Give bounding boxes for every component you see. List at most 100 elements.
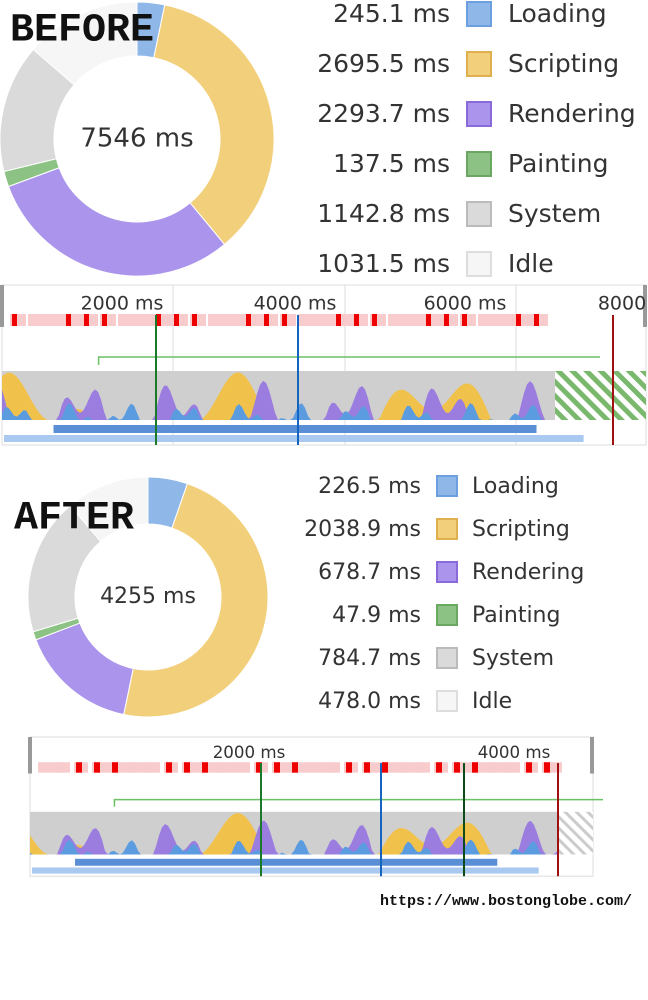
fps-bar-bg [542,762,562,773]
legend-name: Idle [508,249,554,278]
fps-bar [292,762,298,773]
fps-bar-bg [398,762,430,773]
legend-value: 2293.7 ms [317,99,450,128]
donut-segment [35,622,134,716]
legend-swatch [466,51,492,77]
fps-bar [246,314,251,326]
legend-name: System [508,199,601,228]
fps-bar [202,762,208,773]
fps-bar [534,314,539,326]
time-tick: 2000 ms [213,743,286,762]
fps-bar-bg [308,762,340,773]
fps-bar [84,314,89,326]
legend-value: 678.7 ms [318,560,421,585]
fps-bar-bg [290,762,316,773]
cpu-rendering [30,820,558,855]
fps-bar [336,314,341,326]
donut-segment [69,476,149,543]
fps-bar [184,762,190,773]
network-bar [4,435,584,442]
legend-name: Loading [508,0,607,28]
fps-bar [282,314,287,326]
fps-bar [382,762,388,773]
scroll-handle [590,737,594,774]
legend-value: 478.0 ms [318,689,421,714]
scroll-handle [0,285,4,327]
fps-bar-bg [92,762,112,773]
network-bar [75,858,498,866]
fps-bar-bg [388,314,410,326]
fps-bar [76,762,82,773]
donut-segment [7,167,226,277]
legend-value: 226.5 ms [318,474,421,499]
legend-name: Loading [472,474,559,499]
fps-bar-bg [182,762,202,773]
donut-segment [123,483,269,718]
fps-bar-bg [28,314,50,326]
fps-bar [94,762,100,773]
fps-bar [526,762,532,773]
fps-bar [364,762,370,773]
legend-name: Scripting [508,49,619,78]
fps-bar-bg [326,762,334,773]
legend-value: 245.1 ms [333,0,450,28]
legend-value: 2038.9 ms [304,517,421,542]
legend-swatch [466,201,492,227]
legend-name: System [472,646,554,671]
legend-swatch [466,101,492,127]
fps-bar [12,314,17,326]
idle-hatch [555,371,646,420]
fps-bar-bg [298,314,320,326]
frames-line [97,356,600,365]
fps-bar-bg [488,762,520,773]
donut-segment [153,4,275,246]
fps-bar [174,314,179,326]
cpu-loading [30,839,558,855]
heading: AFTER [14,497,134,542]
fps-bar-bg [452,762,472,773]
cpu-scripting [2,372,555,420]
fps-bar-bg [38,762,70,773]
time-tick: 4000 ms [254,293,337,315]
scroll-handle [28,737,32,774]
legend-name: Rendering [472,560,584,585]
fps-bar-bg [470,762,496,773]
fps-bar-bg [200,762,226,773]
heading: BEFORE [10,9,154,54]
time-tick: 8000 [598,293,646,315]
fps-bar-bg [236,762,244,773]
fps-bar-bg [272,762,292,773]
fps-bar [166,762,172,773]
legend-swatch [466,1,492,27]
legend-name: Painting [472,603,560,628]
fps-bar-bg [128,762,160,773]
idle-hatch [558,811,593,855]
fps-bar-bg [56,762,64,773]
fps-bar-bg [416,762,424,773]
time-tick: 6000 ms [424,293,507,315]
legend-swatch [436,475,458,497]
legend-value: 1142.8 ms [317,199,450,228]
donut-total: 7546 ms [80,124,193,154]
legend-swatch [436,604,458,626]
url: https://www.bostonglobe.com/ [380,893,632,910]
frames-line [113,798,603,807]
fps-bar [112,762,118,773]
fps-bar-bg [506,762,514,773]
legend-value: 137.5 ms [333,149,450,178]
fps-bar [372,314,377,326]
fps-bar-bg [380,762,406,773]
network-bar [32,867,539,874]
legend-swatch [466,251,492,277]
legend-swatch [436,518,458,540]
donut-total: 4255 ms [100,584,196,609]
fps-bar [346,762,352,773]
fps-bar [444,314,449,326]
legend-swatch [436,690,458,712]
legend-name: Idle [472,689,512,714]
fps-bar [426,314,431,326]
time-tick: 2000 ms [81,293,164,315]
fps-bar [192,314,197,326]
fps-bar-bg [110,762,136,773]
scroll-handle [643,285,647,327]
